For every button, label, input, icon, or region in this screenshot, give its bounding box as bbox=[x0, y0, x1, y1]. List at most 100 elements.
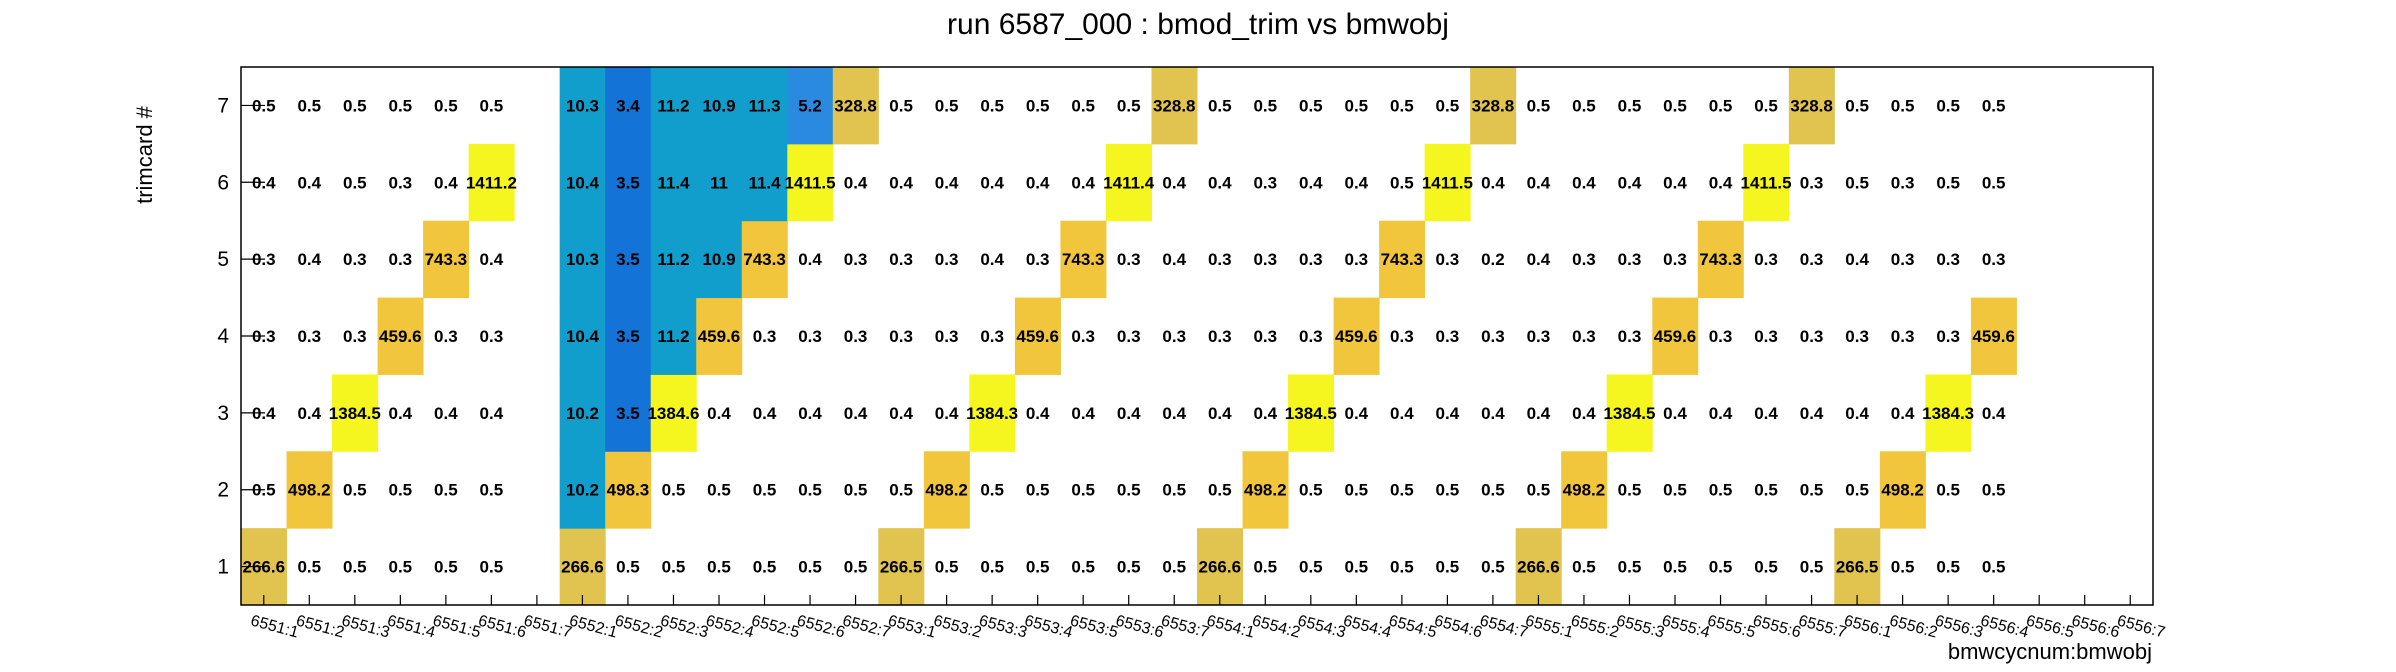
x-tick-label: 6556:1 bbox=[1842, 612, 1894, 641]
cell-value-label: 0.3 bbox=[297, 327, 321, 346]
cell-value-label: 0.3 bbox=[1663, 250, 1687, 269]
heatmap-cell bbox=[650, 143, 697, 222]
cell-value-label: 266.5 bbox=[880, 558, 923, 577]
cell-labels: 266.6 0.5 0.5 0.5 0.5 0.5 266.6 0.5 0.5 0.5 0.5 0.5… bbox=[242, 96, 2014, 576]
cell-value-label: 0.3 bbox=[889, 250, 913, 269]
cell-value-label: 0.4 bbox=[1162, 250, 1186, 269]
cell-value-label: 459.6 bbox=[1335, 327, 1378, 346]
cell-value-label: 266.6 bbox=[1517, 558, 1560, 577]
cell-value-label: 0.3 bbox=[434, 327, 458, 346]
x-tick-label: 6555:1 bbox=[1523, 612, 1575, 641]
cell-value-label: 0.4 bbox=[297, 250, 321, 269]
cell-value-label: 5.2 bbox=[798, 96, 822, 115]
y-tick-label: 2 bbox=[217, 479, 229, 502]
cell-value-label: 1411.4 bbox=[1103, 173, 1155, 192]
cell-value-label: 0.5 bbox=[1481, 558, 1505, 577]
cell-value-label: 0.3 bbox=[1253, 250, 1277, 269]
cell-value-label: 0.4 bbox=[889, 404, 913, 423]
cell-value-label: 0.5 bbox=[1436, 96, 1460, 115]
y-tick-label: 6 bbox=[217, 171, 229, 194]
heatmap-cell bbox=[286, 451, 333, 529]
heatmap-cell bbox=[650, 374, 697, 452]
cell-value-label: 0.4 bbox=[297, 404, 321, 423]
cell-value-label: 0.5 bbox=[1345, 558, 1369, 577]
heatmap-cell bbox=[650, 220, 697, 299]
cell-value-label: 0.4 bbox=[1162, 404, 1186, 423]
cell-value-label: 0.5 bbox=[1436, 481, 1460, 500]
cell-value-label: 0.3 bbox=[1117, 250, 1141, 269]
x-tick-label: 6551:6 bbox=[476, 612, 528, 641]
cell-value-label: 328.8 bbox=[834, 96, 877, 115]
cell-value-label: 0.4 bbox=[1527, 404, 1551, 423]
cell-value-label: 0.4 bbox=[1982, 404, 2006, 423]
cell-value-label: 3.5 bbox=[616, 173, 640, 192]
heatmap-cell bbox=[377, 297, 424, 375]
heatmap-cell bbox=[1561, 451, 1608, 529]
cell-value-label: 0.5 bbox=[798, 558, 822, 577]
cell-value-label: 0.5 bbox=[434, 481, 458, 500]
cell-value-label: 1384.5 bbox=[329, 404, 381, 423]
x-tick-label: 6551:1 bbox=[249, 612, 301, 641]
cell-value-label: 0.5 bbox=[1299, 558, 1323, 577]
cell-value-label: 0.5 bbox=[1208, 96, 1232, 115]
heatmap-cell bbox=[605, 374, 652, 452]
heatmap-cell bbox=[741, 67, 788, 145]
cell-value-label: 0.5 bbox=[1754, 558, 1778, 577]
cell-value-label: 0.3 bbox=[1162, 327, 1186, 346]
cell-value-label: 0.5 bbox=[1390, 558, 1414, 577]
cell-value-label: 0.4 bbox=[1026, 173, 1050, 192]
x-tick-label: 6553:2 bbox=[932, 612, 984, 641]
cell-value-label: 0.4 bbox=[1845, 404, 1869, 423]
cell-value-label: 0.5 bbox=[1071, 96, 1095, 115]
x-tick-label: 6552:1 bbox=[567, 612, 619, 641]
heatmap-cell bbox=[787, 67, 834, 145]
cell-value-label: 0.3 bbox=[1754, 327, 1778, 346]
cell-value-label: 0.4 bbox=[935, 173, 959, 192]
cell-value-label: 0.5 bbox=[1754, 96, 1778, 115]
cell-value-label: 0.3 bbox=[1800, 250, 1824, 269]
cell-value-label: 10.4 bbox=[566, 173, 600, 192]
cell-value-label: 0.5 bbox=[480, 481, 504, 500]
cell-value-label: 743.3 bbox=[743, 250, 786, 269]
cell-value-label: 0.5 bbox=[1982, 173, 2006, 192]
cell-value-label: 0.3 bbox=[889, 327, 913, 346]
cell-value-label: 0.4 bbox=[1299, 173, 1323, 192]
cell-value-label: 0.5 bbox=[1618, 481, 1642, 500]
cell-value-label: 0.3 bbox=[1345, 250, 1369, 269]
heatmap-cell bbox=[1743, 143, 1790, 222]
cell-value-label: 0.5 bbox=[1709, 558, 1733, 577]
cell-value-label: 0.5 bbox=[1936, 173, 1960, 192]
cell-value-label: 0.5 bbox=[980, 558, 1004, 577]
cell-value-label: 0.5 bbox=[1162, 481, 1186, 500]
cell-value-label: 0.5 bbox=[1117, 96, 1141, 115]
cell-value-label: 0.5 bbox=[343, 173, 367, 192]
cell-value-label: 0.3 bbox=[1845, 327, 1869, 346]
heatmap-cell bbox=[650, 297, 697, 375]
cell-value-label: 0.5 bbox=[389, 96, 413, 115]
x-tick-label: 6553:1 bbox=[886, 612, 938, 641]
heatmap-cell bbox=[559, 143, 606, 222]
cell-value-label: 0.2 bbox=[1481, 250, 1505, 269]
x-tick-label: 6554:3 bbox=[1296, 612, 1348, 641]
cell-value-label: 0.5 bbox=[1936, 96, 1960, 115]
cell-value-label: 0.5 bbox=[844, 558, 868, 577]
cell-value-label: 11.2 bbox=[657, 327, 689, 346]
cell-value-label: 0.3 bbox=[798, 327, 822, 346]
x-tick-label: 6556:5 bbox=[2024, 612, 2076, 641]
heatmap-cell bbox=[969, 374, 1016, 452]
cell-value-label: 11.2 bbox=[657, 96, 689, 115]
cell-value-label: 3.5 bbox=[616, 327, 640, 346]
cell-value-label: 0.3 bbox=[1936, 327, 1960, 346]
cell-value-label: 10.9 bbox=[702, 96, 735, 115]
heatmap-cell bbox=[1333, 297, 1380, 375]
x-tick-label: 6555:3 bbox=[1614, 612, 1666, 641]
x-tick-label: 6553:7 bbox=[1159, 612, 1211, 641]
heatmap-cell bbox=[923, 451, 970, 529]
x-axis-label: bmwcycnum:bmwobj bbox=[1948, 639, 2152, 664]
cell-value-label: 266.6 bbox=[561, 558, 604, 577]
x-tick-label: 6552:3 bbox=[658, 612, 710, 641]
cell-value-label: 0.5 bbox=[1390, 173, 1414, 192]
cell-value-label: 0.5 bbox=[1572, 558, 1596, 577]
cell-value-label: 0.3 bbox=[480, 327, 504, 346]
